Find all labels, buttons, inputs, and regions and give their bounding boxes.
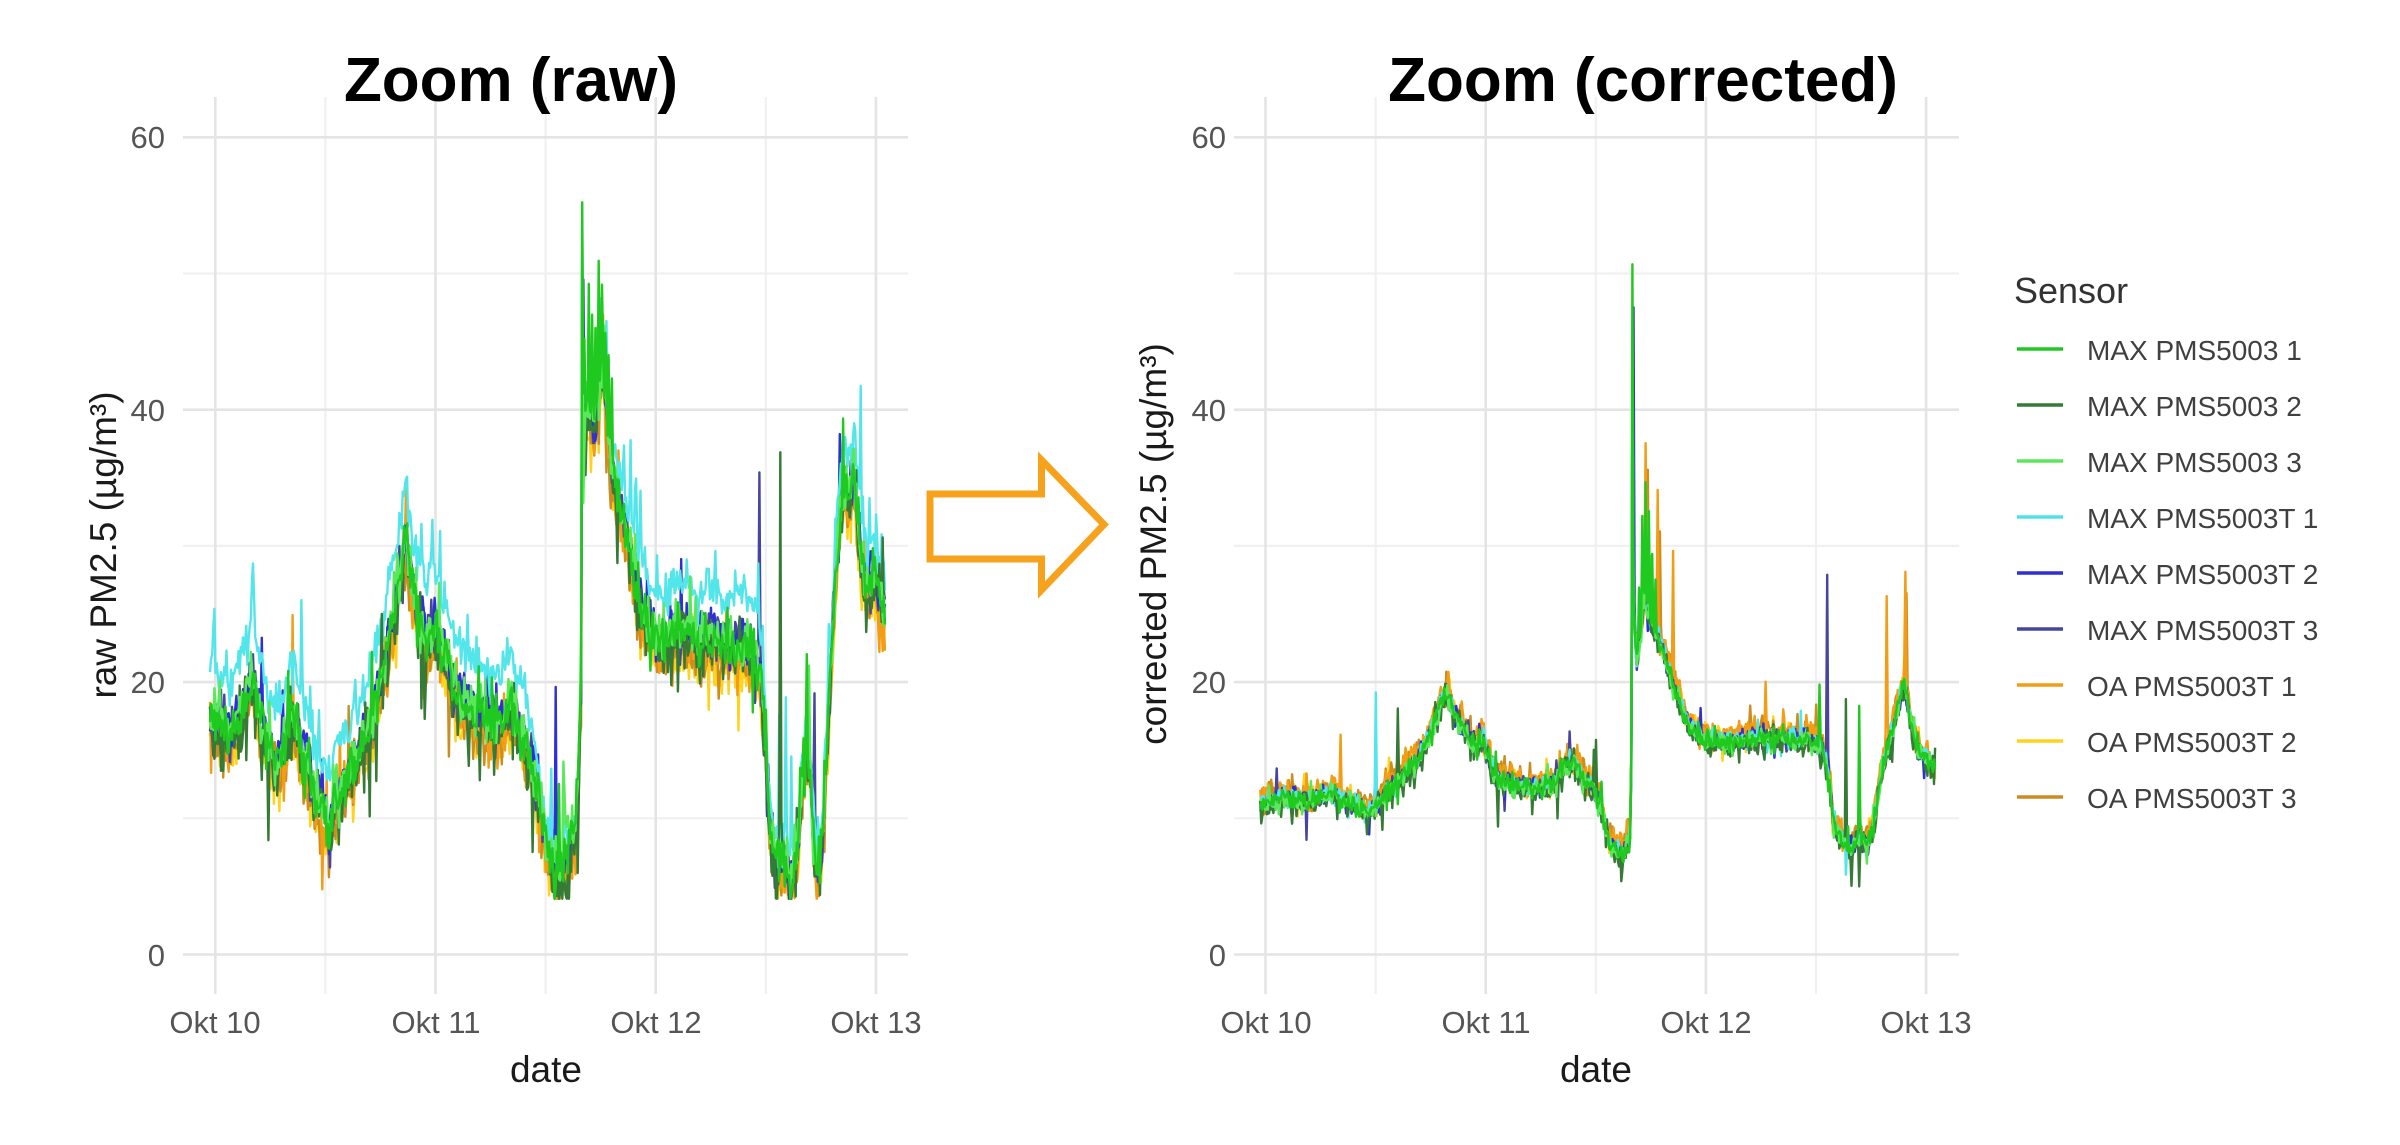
svg-text:OA PMS5003T 3: OA PMS5003T 3	[2087, 783, 2297, 814]
svg-text:40: 40	[131, 393, 165, 428]
svg-text:Okt 13: Okt 13	[830, 1005, 921, 1040]
svg-text:Okt 10: Okt 10	[169, 1005, 260, 1040]
svg-text:Zoom (raw): Zoom (raw)	[344, 46, 678, 115]
svg-text:20: 20	[1192, 665, 1226, 700]
svg-text:date: date	[1560, 1049, 1632, 1090]
svg-text:Sensor: Sensor	[2014, 270, 2128, 311]
svg-text:corrected PM2.5 (µg/m³): corrected PM2.5 (µg/m³)	[1133, 343, 1174, 745]
svg-text:MAX PMS5003T 2: MAX PMS5003T 2	[2087, 559, 2318, 590]
svg-text:Okt 11: Okt 11	[391, 1005, 480, 1040]
svg-text:date: date	[510, 1049, 582, 1090]
svg-text:raw PM2.5 (µg/m³): raw PM2.5 (µg/m³)	[83, 391, 124, 698]
svg-text:Okt 12: Okt 12	[610, 1005, 701, 1040]
svg-text:MAX PMS5003 2: MAX PMS5003 2	[2087, 391, 2302, 422]
svg-text:Okt 11: Okt 11	[1441, 1005, 1530, 1040]
svg-text:60: 60	[1192, 120, 1226, 155]
svg-text:Okt 12: Okt 12	[1660, 1005, 1751, 1040]
svg-text:OA PMS5003T 1: OA PMS5003T 1	[2087, 671, 2297, 702]
svg-text:Zoom (corrected): Zoom (corrected)	[1388, 46, 1898, 115]
svg-text:OA PMS5003T 2: OA PMS5003T 2	[2087, 727, 2297, 758]
svg-text:MAX PMS5003T 3: MAX PMS5003T 3	[2087, 615, 2318, 646]
svg-text:MAX PMS5003 1: MAX PMS5003 1	[2087, 335, 2302, 366]
svg-text:Okt 10: Okt 10	[1220, 1005, 1311, 1040]
svg-text:20: 20	[131, 665, 165, 700]
svg-text:0: 0	[148, 938, 165, 973]
svg-text:Okt 13: Okt 13	[1880, 1005, 1971, 1040]
svg-text:60: 60	[131, 120, 165, 155]
svg-text:MAX PMS5003T 1: MAX PMS5003T 1	[2087, 503, 2318, 534]
svg-text:0: 0	[1209, 938, 1226, 973]
svg-text:40: 40	[1192, 393, 1226, 428]
svg-text:MAX PMS5003 3: MAX PMS5003 3	[2087, 447, 2302, 478]
